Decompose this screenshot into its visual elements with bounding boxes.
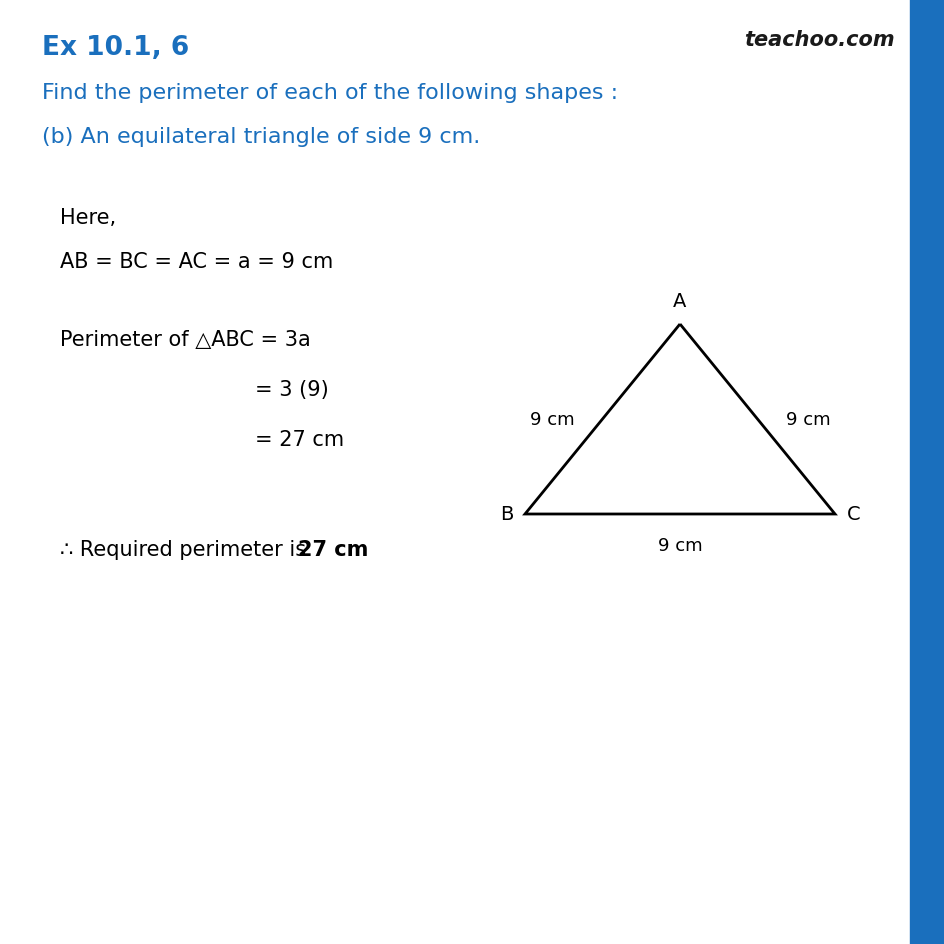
- Text: 9 cm: 9 cm: [784, 411, 829, 429]
- Text: ∴ Required perimeter is: ∴ Required perimeter is: [59, 539, 312, 560]
- Bar: [909, 0, 944, 944]
- Text: = 3 (9): = 3 (9): [255, 379, 329, 399]
- Text: Ex 10.1, 6: Ex 10.1, 6: [42, 35, 189, 61]
- Text: 9 cm: 9 cm: [657, 536, 701, 554]
- Text: Perimeter of △ABC = 3a: Perimeter of △ABC = 3a: [59, 329, 311, 349]
- Text: (b) An equilateral triangle of side 9 cm.: (b) An equilateral triangle of side 9 cm…: [42, 126, 480, 147]
- Text: AB = BC = AC = a = 9 cm: AB = BC = AC = a = 9 cm: [59, 252, 333, 272]
- Text: Here,: Here,: [59, 208, 116, 228]
- Text: = 27 cm: = 27 cm: [255, 430, 344, 449]
- Text: 9 cm: 9 cm: [530, 411, 574, 429]
- Text: 27 cm: 27 cm: [297, 539, 368, 560]
- Text: A: A: [672, 292, 686, 311]
- Text: B: B: [499, 505, 513, 524]
- Text: Find the perimeter of each of the following shapes :: Find the perimeter of each of the follow…: [42, 83, 617, 103]
- Text: teachoo.com: teachoo.com: [744, 30, 894, 50]
- Text: C: C: [846, 505, 860, 524]
